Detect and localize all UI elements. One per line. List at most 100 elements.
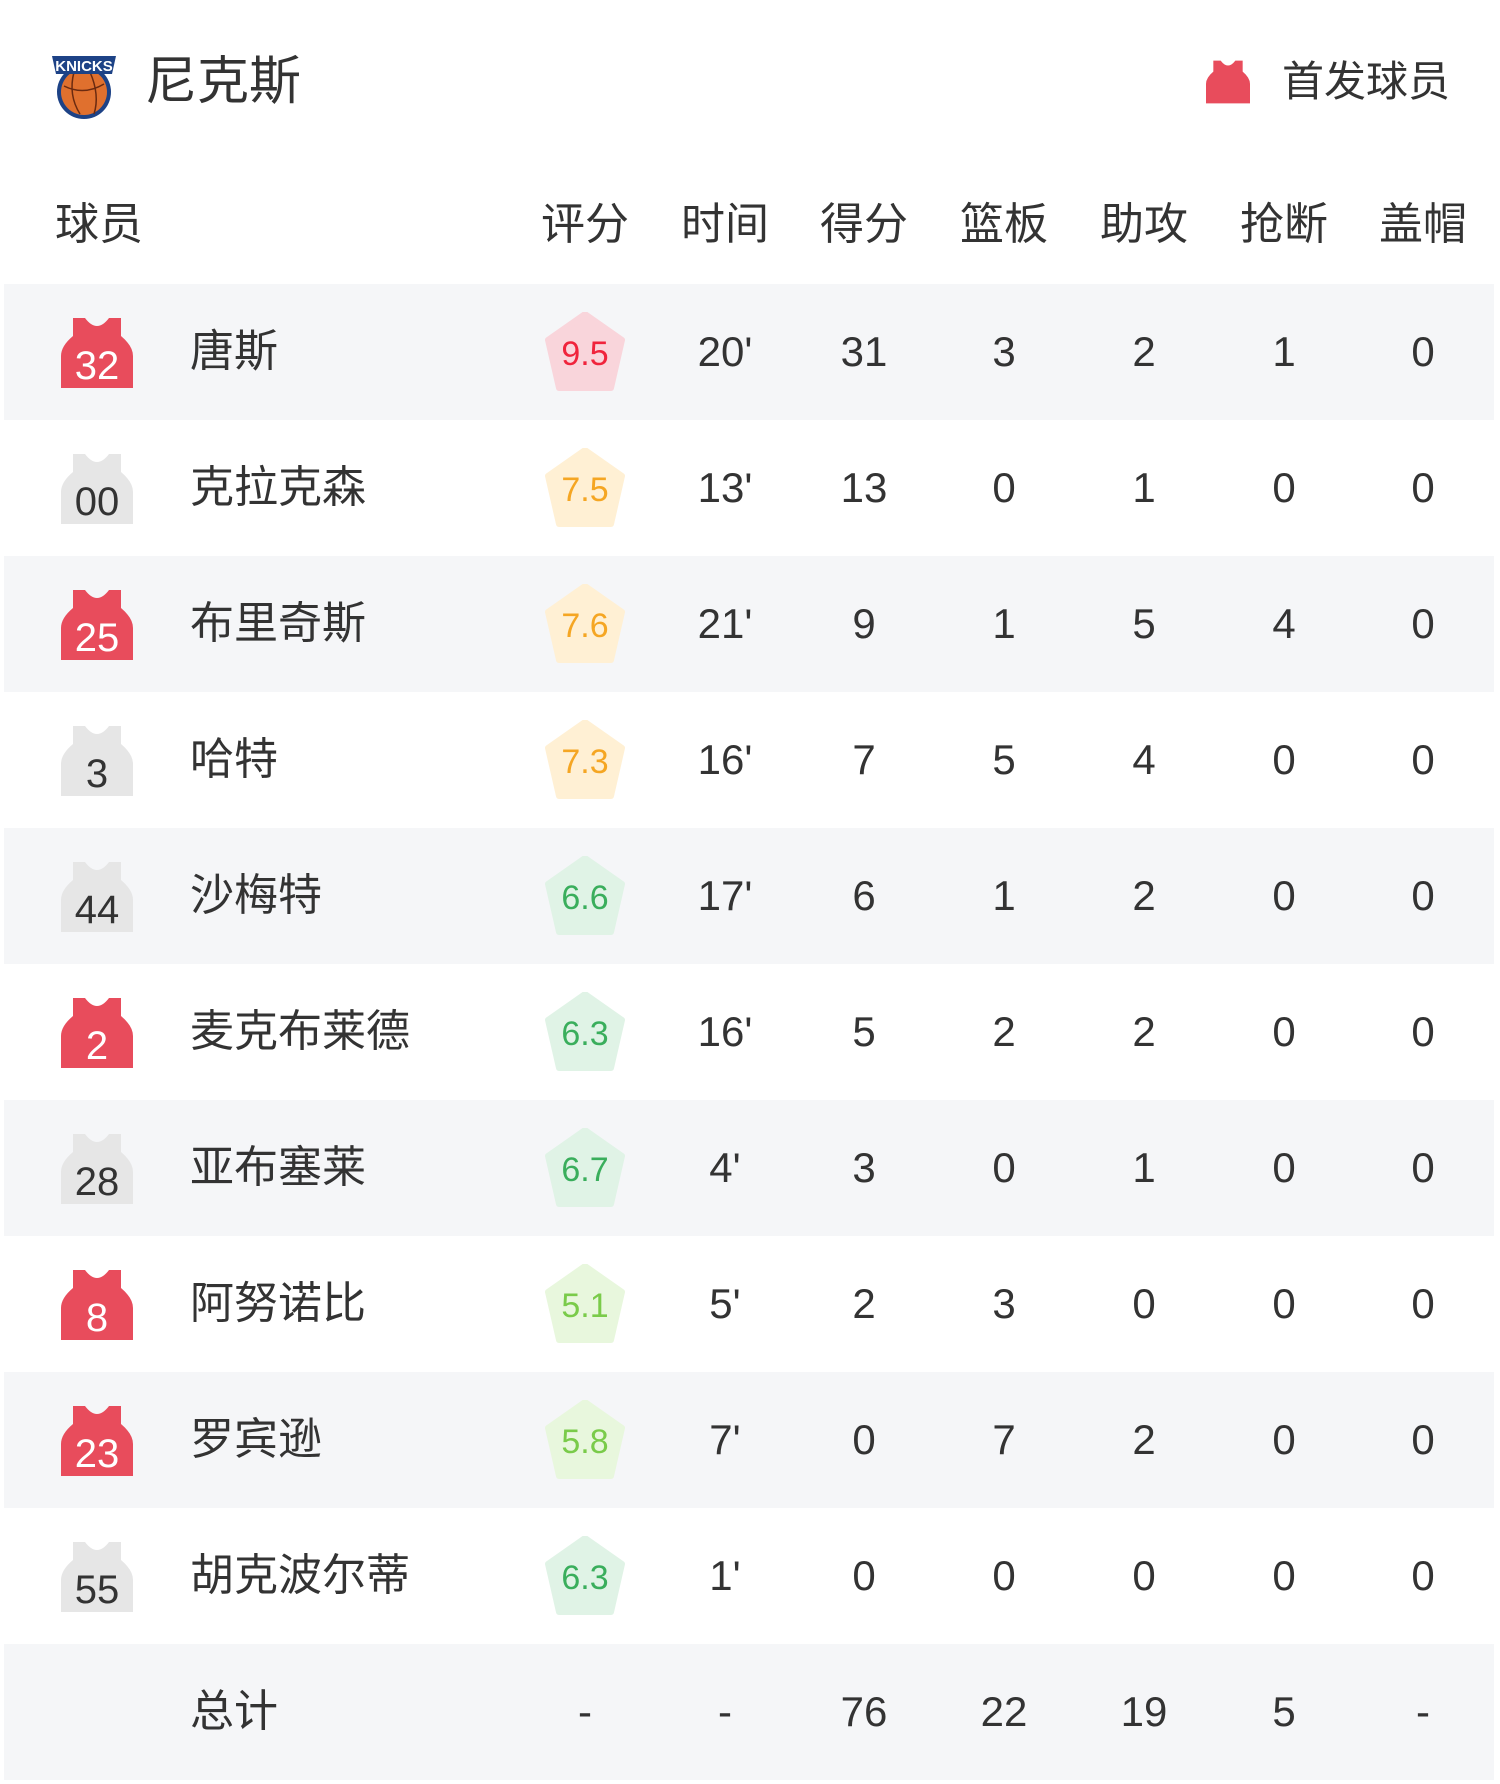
player-name[interactable]: 布里奇斯	[190, 598, 366, 649]
jersey-number-text: 32	[74, 344, 120, 388]
team-header: KNICKS 尼克斯 首发球员	[0, 0, 1500, 170]
jersey-icon	[1205, 60, 1250, 104]
player-name[interactable]: 沙梅特	[190, 870, 322, 921]
total-blk: -	[1416, 1688, 1430, 1735]
table-row[interactable]: 32 唐斯 9.5 20' 31 3 2 1 0	[4, 284, 1494, 420]
table-row[interactable]: 25 布里奇斯 7.6 21' 9 1 5 4 0	[4, 556, 1494, 692]
stat-ast: 1	[1132, 1144, 1156, 1191]
table-row[interactable]: 23 罗宾逊 5.8 7' 0 7 2 0 0	[4, 1372, 1494, 1508]
stat-ast: 1	[1132, 464, 1156, 511]
team-name: 尼克斯	[145, 52, 302, 112]
starter-legend: 首发球员	[1205, 55, 1450, 109]
jersey-number: 2	[61, 996, 133, 1070]
col-blocks: 盖帽	[1379, 199, 1467, 250]
legend-label: 首发球员	[1281, 57, 1450, 106]
pentagon-icon	[545, 1536, 625, 1615]
pentagon-icon	[545, 448, 625, 527]
rating-value: 6.6	[561, 879, 609, 917]
table-row[interactable]: 00 克拉克森 7.5 13' 13 0 1 0 0	[4, 420, 1494, 556]
pentagon-icon	[545, 1128, 625, 1207]
jersey-icon	[61, 454, 133, 524]
stat-reb: 3	[992, 328, 1016, 375]
jersey-number: 8	[61, 1268, 133, 1342]
jersey-number-text: 8	[85, 1296, 109, 1340]
stat-pts: 31	[840, 328, 888, 375]
rating-value: 5.8	[561, 1423, 609, 1461]
rating-value: 7.6	[561, 607, 609, 645]
table-row[interactable]: 8 阿努诺比 5.1 5' 2 3 0 0 0	[4, 1236, 1494, 1372]
player-name[interactable]: 罗宾逊	[190, 1414, 322, 1465]
rating-value: 6.7	[561, 1151, 609, 1189]
stat-ast: 2	[1132, 1416, 1156, 1463]
stat-time: 5'	[709, 1280, 741, 1327]
stat-blk: 0	[1411, 736, 1435, 783]
stat-blk: 0	[1411, 1280, 1435, 1327]
table-row[interactable]: 2 麦克布莱德 6.3 16' 5 2 2 0 0	[4, 964, 1494, 1100]
jersey-icon	[61, 590, 133, 660]
jersey-icon	[61, 1134, 133, 1204]
table-row[interactable]: 44 沙梅特 6.6 17' 6 1 2 0 0	[4, 828, 1494, 964]
jersey-number-text: 55	[74, 1568, 120, 1612]
table-row[interactable]: 28 亚布塞莱 6.7 4' 3 0 1 0 0	[4, 1100, 1494, 1236]
jersey-number: 55	[61, 1540, 133, 1614]
player-name[interactable]: 唐斯	[190, 326, 278, 377]
stat-stl: 0	[1272, 1144, 1296, 1191]
player-name[interactable]: 克拉克森	[190, 462, 366, 513]
stat-reb: 5	[992, 736, 1016, 783]
col-steals: 抢断	[1240, 199, 1328, 250]
player-name[interactable]: 麦克布莱德	[190, 1006, 410, 1057]
rating-badge: 6.6	[545, 856, 625, 936]
stat-stl: 4	[1272, 600, 1296, 647]
stat-reb: 0	[992, 464, 1016, 511]
stat-pts: 13	[840, 464, 888, 511]
stat-pts: 5	[852, 1008, 876, 1055]
total-label: 总计	[190, 1686, 278, 1737]
stat-stl: 0	[1272, 1416, 1296, 1463]
stat-pts: 6	[852, 872, 876, 919]
table-header: 球员 评分 时间 得分 篮板 助攻 抢断 盖帽	[0, 190, 1500, 260]
stat-stl: 0	[1272, 1008, 1296, 1055]
rating-value: 7.5	[561, 471, 609, 509]
jersey-icon	[61, 998, 133, 1068]
stat-time: 13'	[697, 464, 753, 511]
player-name[interactable]: 亚布塞莱	[190, 1142, 366, 1193]
stat-blk: 0	[1411, 600, 1435, 647]
jersey-number: 25	[61, 588, 133, 662]
stat-blk: 0	[1411, 872, 1435, 919]
stat-stl: 0	[1272, 872, 1296, 919]
player-name[interactable]: 哈特	[190, 734, 278, 785]
stat-ast: 2	[1132, 1008, 1156, 1055]
stat-pts: 0	[852, 1552, 876, 1599]
stat-ast: 5	[1132, 600, 1156, 647]
player-name[interactable]: 胡克波尔蒂	[190, 1550, 410, 1601]
jersey-number-text: 23	[74, 1432, 120, 1476]
stat-stl: 0	[1272, 1280, 1296, 1327]
col-time: 时间	[681, 199, 769, 250]
stat-stl: 0	[1272, 736, 1296, 783]
knicks-logo: KNICKS	[52, 56, 116, 119]
total-reb: 22	[980, 1688, 1028, 1735]
rating-badge: 5.1	[545, 1264, 625, 1344]
jersey-icon	[61, 862, 133, 932]
total-time: -	[718, 1688, 732, 1735]
jersey-number-text: 3	[85, 752, 109, 796]
player-name[interactable]: 阿努诺比	[190, 1278, 366, 1329]
jersey-icon	[61, 1270, 133, 1340]
stat-time: 16'	[697, 1008, 753, 1055]
jersey-icon	[61, 726, 133, 796]
jersey-number: 28	[61, 1132, 133, 1206]
stat-stl: 0	[1272, 464, 1296, 511]
stat-stl: 0	[1272, 1552, 1296, 1599]
jersey-number-text: 28	[74, 1160, 120, 1204]
table-row[interactable]: 3 哈特 7.3 16' 7 5 4 0 0	[4, 692, 1494, 828]
jersey-number: 32	[61, 316, 133, 390]
rating-value: 6.3	[561, 1015, 609, 1053]
jersey-number-text: 44	[74, 888, 120, 932]
table-row[interactable]: 55 胡克波尔蒂 6.3 1' 0 0 0 0 0	[4, 1508, 1494, 1644]
stat-blk: 0	[1411, 1008, 1435, 1055]
stat-pts: 7	[852, 736, 876, 783]
jersey-icon	[61, 1406, 133, 1476]
stat-pts: 0	[852, 1416, 876, 1463]
total-stl: 5	[1272, 1688, 1296, 1735]
pentagon-icon	[545, 1400, 625, 1479]
